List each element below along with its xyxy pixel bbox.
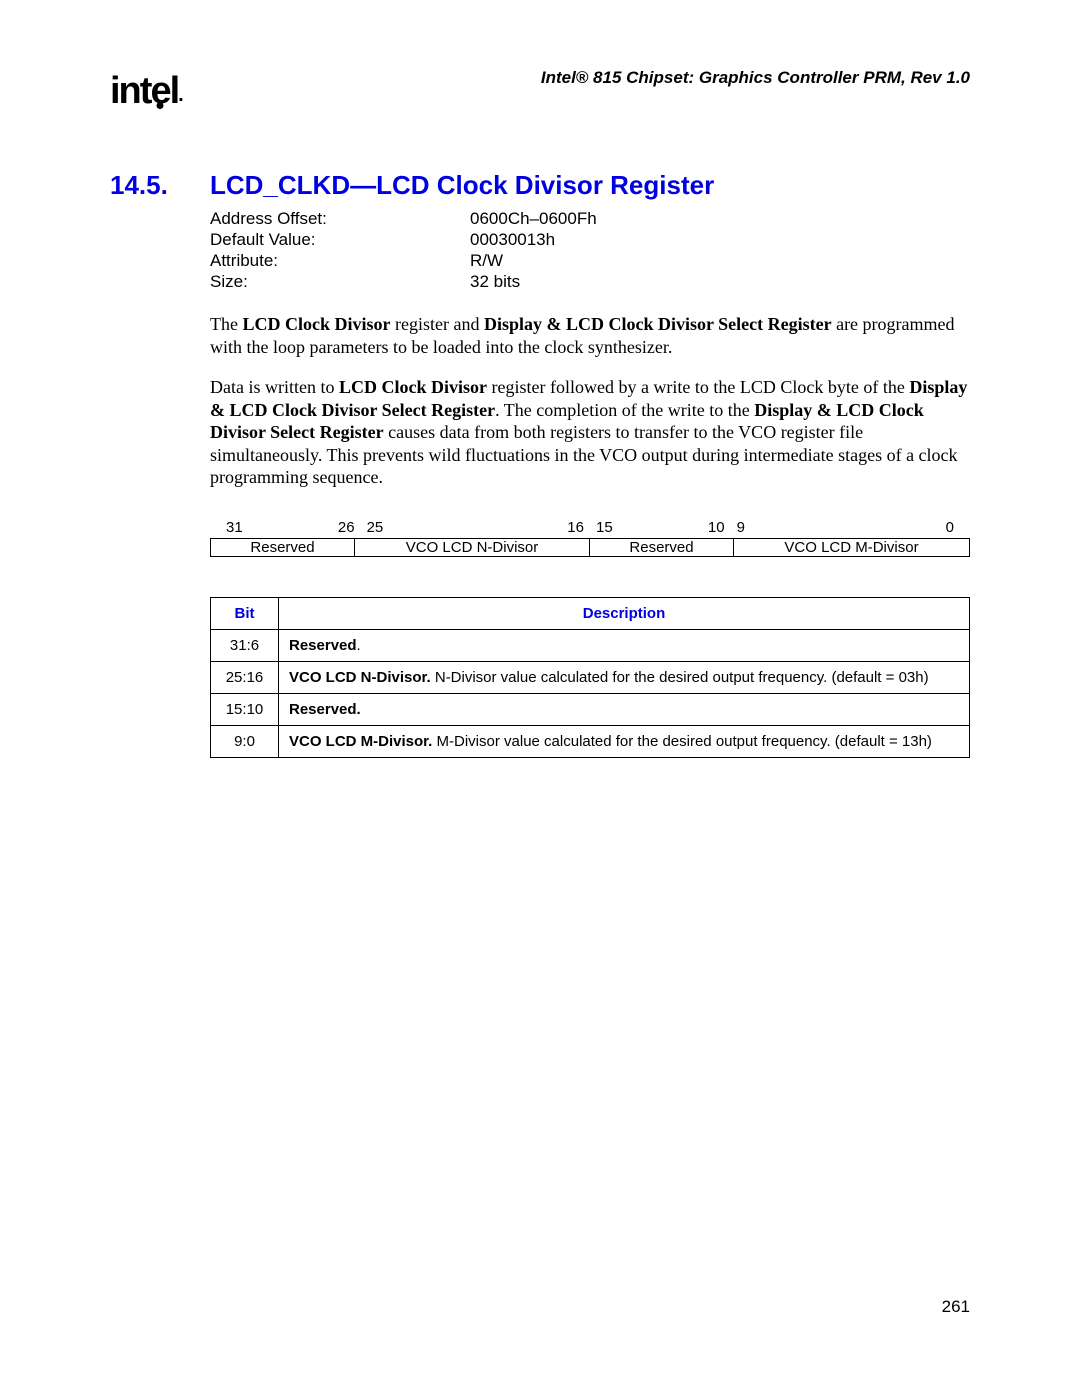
- section-title: LCD_CLKD—LCD Clock Divisor Register: [210, 170, 714, 201]
- paragraph-2: Data is written to LCD Clock Divisor reg…: [210, 376, 970, 489]
- col-header-bit: Bit: [211, 597, 279, 629]
- bit-lo: 26: [338, 519, 355, 536]
- meta-value: 0600Ch–0600Fh: [470, 209, 597, 230]
- meta-label: Address Offset:: [210, 209, 470, 230]
- bitfield-range: 15 10: [590, 519, 731, 536]
- text: register followed by a write to the LCD …: [487, 377, 909, 397]
- bold-text: Display & LCD Clock Divisor Select Regis…: [484, 314, 832, 334]
- table-row: 31:6 Reserved.: [211, 629, 970, 661]
- cell-desc: Reserved.: [279, 693, 970, 725]
- meta-row: Attribute: R/W: [210, 251, 597, 272]
- section-body: Address Offset: 0600Ch–0600Fh Default Va…: [210, 209, 970, 758]
- bitfield-cell: Reserved: [211, 539, 355, 556]
- cell-bit: 15:10: [211, 693, 279, 725]
- bitfield-bit-numbers: 31 26 25 16 15 10 9 0: [220, 519, 960, 536]
- meta-value: R/W: [470, 251, 597, 272]
- bit-description-table: Bit Description 31:6 Reserved. 25:16 VCO…: [210, 597, 970, 758]
- paragraph-1: The LCD Clock Divisor register and Displ…: [210, 313, 970, 358]
- meta-label: Attribute:: [210, 251, 470, 272]
- cell-desc: VCO LCD N-Divisor. N-Divisor value calcu…: [279, 661, 970, 693]
- section-number: 14.5.: [110, 170, 210, 201]
- bit-lo: 16: [567, 519, 584, 536]
- bit-hi: 31: [226, 519, 243, 536]
- table-row: 15:10 Reserved.: [211, 693, 970, 725]
- cell-desc: Reserved.: [279, 629, 970, 661]
- page: Intel® 815 Chipset: Graphics Controller …: [0, 0, 1080, 1397]
- page-number: 261: [942, 1297, 970, 1317]
- bold-text: Reserved: [289, 637, 357, 654]
- text: The: [210, 314, 242, 334]
- cell-bit: 25:16: [211, 661, 279, 693]
- intel-logo: intel.: [110, 70, 182, 113]
- cell-bit: 9:0: [211, 725, 279, 757]
- bit-hi: 25: [367, 519, 384, 536]
- table-row: 9:0 VCO LCD M-Divisor. M-Divisor value c…: [211, 725, 970, 757]
- meta-label: Default Value:: [210, 230, 470, 251]
- bitfield-range: 9 0: [731, 519, 960, 536]
- meta-row: Default Value: 00030013h: [210, 230, 597, 251]
- text: . The completion of the write to the: [495, 400, 754, 420]
- text: N-Divisor value calculated for the desir…: [431, 669, 929, 686]
- bold-text: LCD Clock Divisor: [339, 377, 487, 397]
- text: M-Divisor value calculated for the desir…: [432, 733, 932, 750]
- bold-text: VCO LCD N-Divisor.: [289, 669, 431, 686]
- table-header-row: Bit Description: [211, 597, 970, 629]
- doc-title: Intel® 815 Chipset: Graphics Controller …: [541, 68, 970, 88]
- cell-bit: 31:6: [211, 629, 279, 661]
- meta-label: Size:: [210, 272, 470, 293]
- bold-text: Reserved.: [289, 701, 361, 718]
- col-header-description: Description: [279, 597, 970, 629]
- bit-hi: 15: [596, 519, 613, 536]
- bit-lo: 0: [946, 519, 954, 536]
- bitfield-cell: VCO LCD M-Divisor: [734, 539, 969, 556]
- text: Data is written to: [210, 377, 339, 397]
- meta-row: Size: 32 bits: [210, 272, 597, 293]
- table-row: 25:16 VCO LCD N-Divisor. N-Divisor value…: [211, 661, 970, 693]
- bitfield-diagram: 31 26 25 16 15 10 9 0: [210, 519, 970, 557]
- meta-value: 00030013h: [470, 230, 597, 251]
- bold-text: VCO LCD M-Divisor.: [289, 733, 432, 750]
- bit-hi: 9: [737, 519, 745, 536]
- text: register and: [390, 314, 483, 334]
- register-meta-table: Address Offset: 0600Ch–0600Fh Default Va…: [210, 209, 597, 293]
- cell-desc: VCO LCD M-Divisor. M-Divisor value calcu…: [279, 725, 970, 757]
- bitfield-cell: Reserved: [590, 539, 734, 556]
- bitfield-range: 31 26: [220, 519, 361, 536]
- bold-text: LCD Clock Divisor: [242, 314, 390, 334]
- bitfield-boxes: Reserved VCO LCD N-Divisor Reserved VCO …: [210, 538, 970, 557]
- content-area: 14.5. LCD_CLKD—LCD Clock Divisor Registe…: [110, 170, 970, 758]
- bitfield-range: 25 16: [361, 519, 590, 536]
- section-heading: 14.5. LCD_CLKD—LCD Clock Divisor Registe…: [110, 170, 970, 201]
- bit-lo: 10: [708, 519, 725, 536]
- meta-value: 32 bits: [470, 272, 597, 293]
- meta-row: Address Offset: 0600Ch–0600Fh: [210, 209, 597, 230]
- text: .: [357, 637, 361, 654]
- bitfield-cell: VCO LCD N-Divisor: [355, 539, 590, 556]
